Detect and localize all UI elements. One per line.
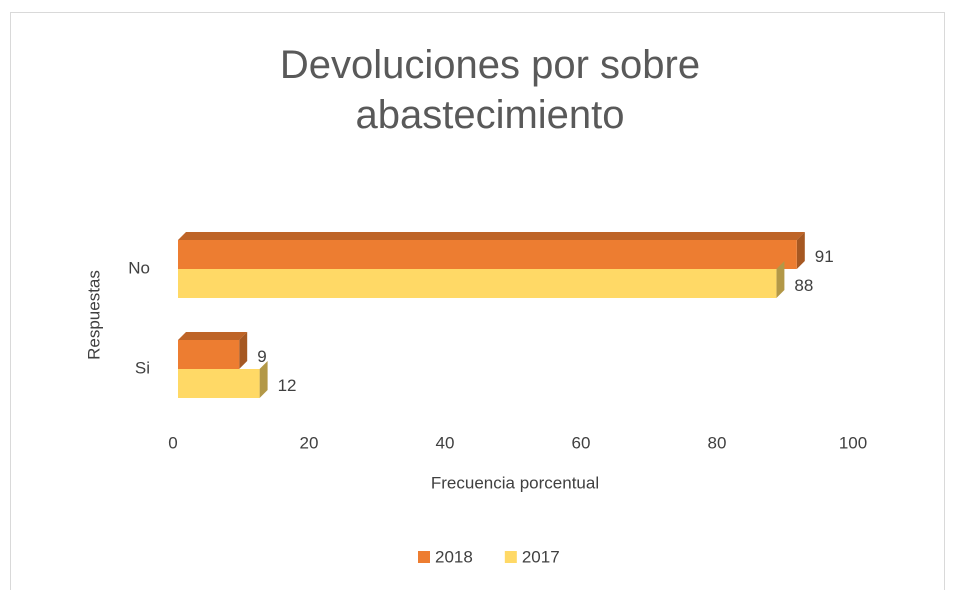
x-tick-label: 100: [839, 433, 867, 452]
legend-swatch: [504, 551, 517, 563]
x-tick-label: 0: [168, 433, 177, 452]
legend-label: 2018: [435, 547, 473, 566]
data-label: 91: [815, 247, 834, 266]
bar: [178, 261, 785, 298]
bar-top: [178, 332, 248, 340]
bar-top: [178, 232, 805, 240]
y-tick-label: Si: [135, 358, 150, 377]
chart-frame: [10, 12, 945, 590]
data-label: 12: [278, 376, 297, 395]
bar: [178, 332, 248, 369]
x-tick-label: 60: [572, 433, 591, 452]
data-label: 88: [794, 276, 813, 295]
data-label: 9: [257, 347, 266, 366]
bar-front: [178, 269, 777, 298]
bar-front: [178, 369, 260, 398]
x-tick-label: 20: [300, 433, 319, 452]
y-tick-label: No: [128, 258, 150, 277]
bar-side: [796, 232, 805, 269]
bar-front: [178, 240, 797, 269]
y-axis-label: Respuestas: [84, 270, 103, 360]
bar: [178, 361, 268, 398]
x-axis-label: Frecuencia porcentual: [431, 473, 599, 492]
legend-label: 2017: [522, 547, 560, 566]
x-tick-label: 40: [436, 433, 455, 452]
legend-swatch: [418, 551, 430, 563]
chart-title: Devoluciones por sobre abastecimiento: [279, 43, 701, 137]
bar-side: [239, 332, 248, 369]
bar-side: [776, 261, 785, 298]
x-tick-label: 80: [708, 433, 727, 452]
bar-side: [259, 361, 268, 398]
bar-front: [178, 340, 240, 369]
bar: [178, 232, 805, 269]
